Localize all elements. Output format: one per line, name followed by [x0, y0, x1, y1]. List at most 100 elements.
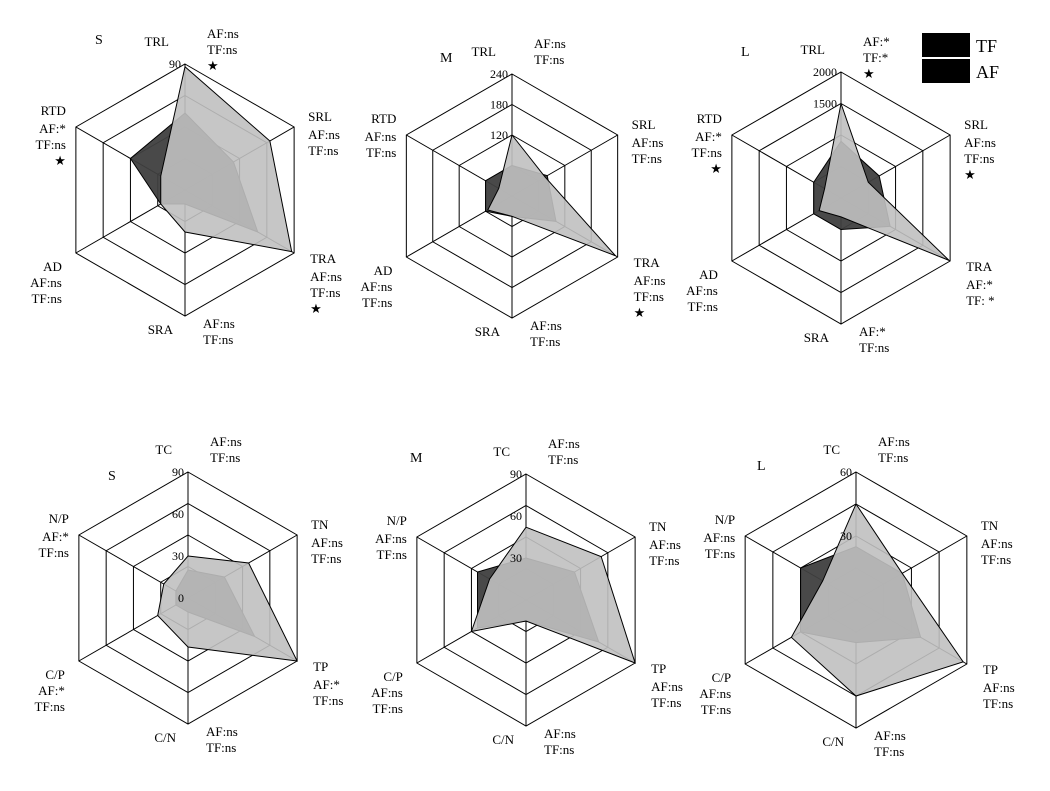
tick-label: 120 [490, 128, 508, 142]
axis-label: RTD [371, 111, 396, 126]
axis-stat: AF:ns [365, 129, 397, 144]
axis-stat: ★ [634, 305, 646, 320]
axis-stat: TF:ns [530, 334, 560, 349]
axis-stat: AF:ns [699, 686, 731, 701]
tick-label: 30 [172, 549, 184, 563]
tick-label: 240 [490, 67, 508, 81]
axis-stat: AF:ns [703, 530, 735, 545]
axis-stat: TF:ns [548, 452, 578, 467]
axis-stat: TF:ns [36, 137, 66, 152]
axis-label: SRA [804, 330, 830, 345]
axis-stat: TF:* [863, 50, 888, 65]
axis-stat: TF:ns [964, 151, 994, 166]
axis-label: TC [155, 442, 172, 457]
axis-label: AD [43, 259, 62, 274]
axis-label: TRA [310, 251, 337, 266]
tick-label: 30 [510, 551, 522, 565]
tick-label: 1500 [813, 97, 837, 111]
axis-stat: AF:* [38, 683, 65, 698]
radar-panel-2: M120180240TRLAF:nsTF:nsSRLAF:nsTF:nsTRAA… [361, 36, 666, 349]
axis-label: TN [649, 519, 667, 534]
panel-title: L [757, 459, 766, 474]
tick-label: 180 [490, 98, 508, 112]
axis-stat: AF:ns [649, 537, 681, 552]
radar-panel-4: S0306090TCAF:nsTF:nsTNAF:nsTF:nsTPAF:*TF… [35, 434, 344, 755]
axis-label: C/P [383, 669, 403, 684]
series-area-af [818, 101, 950, 261]
axis-stat: TF:ns [701, 702, 731, 717]
axis-stat: ★ [964, 167, 976, 182]
axis-stat: TF:ns [207, 42, 237, 57]
axis-stat: AF:ns [686, 283, 718, 298]
tick-label: 60 [172, 507, 184, 521]
series-area-af [160, 65, 293, 253]
axis-label: N/P [49, 511, 69, 526]
panel-title: M [410, 451, 423, 466]
panel-title: L [741, 45, 750, 60]
axis-stat: AF:ns [361, 279, 393, 294]
radar-panel-1: S90TRLAF:nsTF:ns★SRLAF:nsTF:nsTRAAF:nsTF… [30, 26, 342, 347]
axis-stat: AF:ns [371, 685, 403, 700]
axis-stat: TF:ns [311, 551, 341, 566]
axis-stat: TF:ns [377, 547, 407, 562]
axis-stat: AF:ns [310, 269, 342, 284]
axis-stat: AF:ns [375, 531, 407, 546]
axis-label: SRA [475, 324, 501, 339]
axis-stat: TF:ns [688, 299, 718, 314]
tick-label: 90 [172, 465, 184, 479]
panel-title: S [108, 469, 116, 484]
panel-title: S [95, 33, 103, 48]
axis-stat: TF:ns [981, 552, 1011, 567]
series-area-af [790, 502, 964, 697]
axis-label: AD [699, 267, 718, 282]
axis-stat: AF:ns [544, 726, 576, 741]
axis-label: SRL [308, 109, 332, 124]
axis-stat: AF:ns [878, 434, 910, 449]
axis-stat: TF:ns [310, 285, 340, 300]
legend-swatch-af [922, 59, 970, 83]
series-area-af [470, 526, 636, 664]
axis-stat: TF:ns [534, 52, 564, 67]
axis-stat: TF:ns [362, 295, 392, 310]
axis-stat: AF:* [39, 121, 66, 136]
axis-stat: TF:ns [210, 450, 240, 465]
legend-swatch-tf [922, 33, 970, 57]
axis-stat: AF:* [966, 277, 993, 292]
axis-stat: AF:ns [651, 679, 683, 694]
axis-label: TRA [966, 259, 993, 274]
axis-stat: AF:ns [534, 36, 566, 51]
radar-panels: S90TRLAF:nsTF:ns★SRLAF:nsTF:nsTRAAF:nsTF… [30, 26, 1015, 759]
axis-stat: AF:ns [874, 728, 906, 743]
axis-label: C/P [712, 670, 732, 685]
axis-label: TRL [800, 42, 825, 57]
axis-stat: AF:ns [632, 135, 664, 150]
axis-label: N/P [387, 513, 407, 528]
axis-label: C/N [154, 730, 176, 745]
axis-stat: TF:ns [878, 450, 908, 465]
radar-panel-5: M306090TCAF:nsTF:nsTNAF:nsTF:nsTPAF:nsTF… [371, 436, 683, 757]
radar-panel-6: L3060TCAF:nsTF:nsTNAF:nsTF:nsTPAF:nsTF:n… [699, 434, 1014, 759]
axis-label: TC [493, 444, 510, 459]
axis-stat: AF:ns [964, 135, 996, 150]
axis-stat: AF:ns [634, 273, 666, 288]
axis-stat: ★ [863, 66, 875, 81]
axis-label: TRL [471, 44, 496, 59]
axis-stat: AF:ns [981, 536, 1013, 551]
axis-label: TP [983, 662, 998, 677]
legend-label-af: AF [976, 62, 999, 82]
axis-stat: AF:* [695, 129, 722, 144]
tick-label: 30 [840, 529, 852, 543]
axis-stat: AF:ns [311, 535, 343, 550]
axis-stat: TF:ns [649, 553, 679, 568]
axis-stat: AF:ns [203, 316, 235, 331]
axis-stat: TF: * [966, 293, 995, 308]
axis-stat: TF:ns [35, 699, 65, 714]
axis-stat: AF:ns [206, 724, 238, 739]
axis-stat: TF:ns [32, 291, 62, 306]
axis-stat: TF:ns [705, 546, 735, 561]
axis-stat: AF:* [863, 34, 890, 49]
axis-stat: TF:ns [544, 742, 574, 757]
axis-label: C/N [492, 732, 514, 747]
axis-stat: TF:ns [983, 696, 1013, 711]
axis-label: TC [823, 442, 840, 457]
